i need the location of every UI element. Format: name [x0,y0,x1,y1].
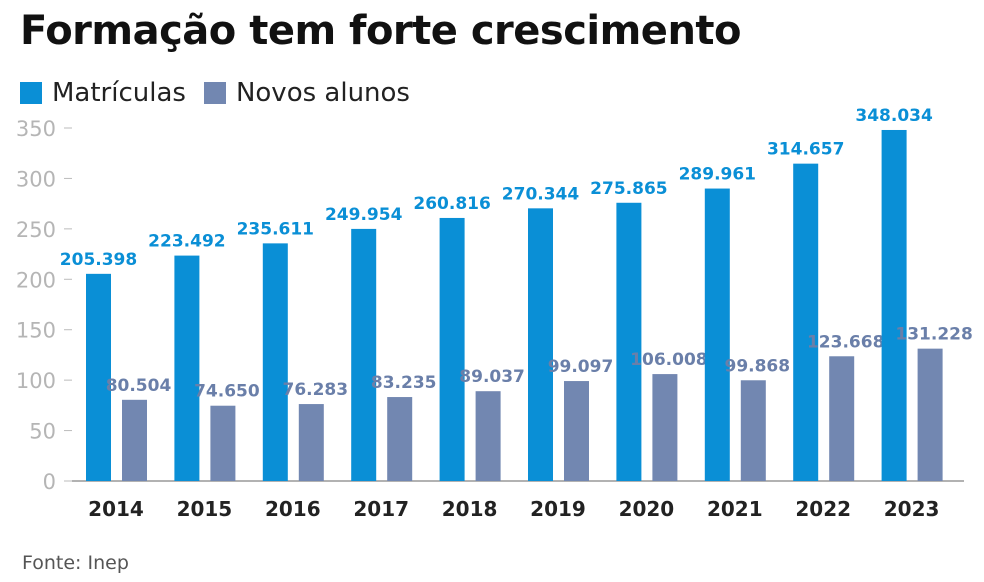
bar-novos-alunos [387,397,413,481]
bar-matriculas [86,273,111,481]
data-label-matriculas: 275.865 [590,179,667,199]
data-label-novos-alunos: 131.228 [895,325,972,345]
x-tick-label: 2016 [265,497,321,521]
bar-novos-alunos [829,356,855,481]
bar-novos-alunos [210,405,236,481]
x-tick-label: 2019 [530,497,586,521]
data-label-novos-alunos: 83.235 [371,373,437,393]
legend-label-matriculas: Matrículas [52,78,186,108]
x-tick-label: 2018 [442,497,498,521]
x-tick-label: 2017 [353,497,409,521]
y-tick-label: 200 [16,268,56,292]
data-label-matriculas: 223.492 [148,232,225,252]
source-note: Fonte: Inep [22,552,129,574]
data-label-matriculas: 314.657 [767,140,844,160]
legend-swatch-matriculas [20,82,42,104]
data-label-matriculas: 348.034 [855,106,933,126]
x-tick-label: 2021 [707,497,763,521]
data-label-novos-alunos: 99.097 [548,357,614,377]
data-label-matriculas: 205.398 [60,250,137,270]
data-label-matriculas: 260.816 [413,194,490,214]
data-label-novos-alunos: 123.668 [807,332,884,352]
bar-matriculas [351,228,377,481]
x-tick-label: 2023 [884,497,940,521]
x-tick-label: 2014 [88,497,144,521]
x-tick-label: 2022 [795,497,851,521]
bar-matriculas [793,163,819,481]
bar-matriculas [262,243,288,481]
bar-novos-alunos [122,399,147,481]
data-label-novos-alunos: 74.650 [194,382,260,402]
data-label-novos-alunos: 80.504 [106,376,172,396]
y-tick-label: 300 [16,167,56,191]
y-tick-label: 50 [29,420,56,444]
bar-matriculas [704,188,730,481]
data-label-matriculas: 270.344 [502,184,580,204]
bar-matriculas [174,255,200,481]
y-tick-label: 250 [16,218,56,242]
data-label-matriculas: 235.611 [237,219,314,239]
x-tick-label: 2020 [619,497,675,521]
legend-swatch-novos-alunos [203,82,226,104]
y-tick-label: 0 [43,470,56,494]
bar-novos-alunos [652,374,678,481]
bar-matriculas [881,129,907,481]
data-label-novos-alunos: 106.008 [630,350,707,370]
y-tick-label: 350 [16,117,56,141]
y-tick-label: 100 [16,369,56,393]
bar-novos-alunos [564,381,589,481]
data-label-matriculas: 249.954 [325,205,403,225]
bar-novos-alunos [475,391,501,481]
legend: Matrículas Novos alunos [20,78,428,108]
legend-label-novos-alunos: Novos alunos [235,78,410,108]
chart-title: Formação tem forte crescimento [20,8,742,54]
data-label-novos-alunos: 76.283 [282,380,348,400]
x-tick-label: 2015 [177,497,233,521]
legend-item-matriculas: Matrículas [20,78,186,108]
bar-matriculas [439,217,465,482]
data-label-matriculas: 289.961 [679,165,756,185]
legend-item-novos-alunos: Novos alunos [203,78,410,108]
bar-novos-alunos [917,348,943,481]
data-label-novos-alunos: 89.037 [459,367,525,387]
bar-novos-alunos [740,380,766,481]
bar-novos-alunos [298,404,324,481]
data-label-novos-alunos: 99.868 [724,356,790,376]
y-tick-label: 150 [16,319,56,343]
bar-matriculas [528,208,553,482]
bar-matriculas [616,202,642,481]
